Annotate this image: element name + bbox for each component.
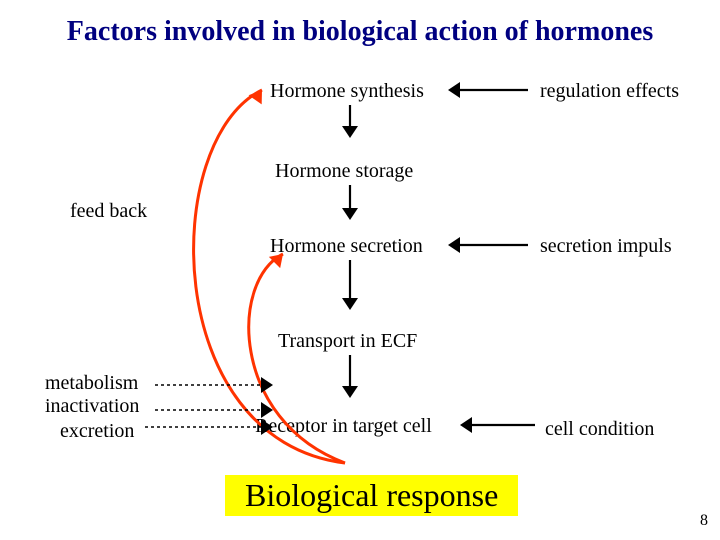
node-excretion: excretion [60,420,134,443]
node-feedback: feed back [70,200,147,223]
slide-title: Factors involved in biological action of… [0,16,720,48]
node-regulation: regulation effects [540,80,679,103]
page-number: 8 [700,512,708,530]
slide: { "title": "Factors involved in biologic… [0,0,720,540]
biological-response: Biological response [225,475,518,516]
node-transport: Transport in ECF [278,330,417,353]
node-secimpuls: secretion impuls [540,235,672,258]
node-secretion: Hormone secretion [270,235,423,258]
node-receptor: Receptor in target cell [255,415,432,438]
node-cellcond: cell condition [545,418,654,441]
node-metabolism: metabolism inactivation [45,372,139,418]
node-synthesis: Hormone synthesis [270,80,424,103]
node-storage: Hormone storage [275,160,413,183]
